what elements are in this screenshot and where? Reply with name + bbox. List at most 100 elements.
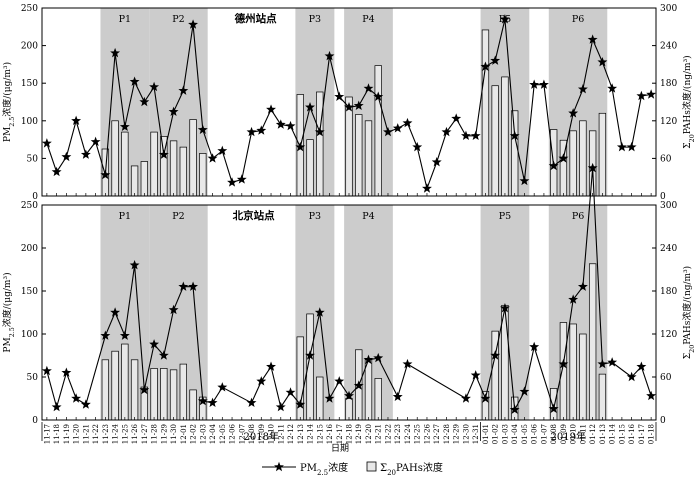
x-tick-label: 11-20 <box>73 424 81 444</box>
pahs-bar <box>491 85 499 197</box>
pm25-point <box>499 14 510 24</box>
pm25-point <box>324 393 335 403</box>
y-tick-left: 0 <box>32 192 38 202</box>
x-tick-label: 01-09 <box>560 424 568 444</box>
y-tick-right: 240 <box>660 244 677 254</box>
pm25-point <box>636 361 647 371</box>
pahs-bar <box>511 110 519 197</box>
x-tick-label: 01-17 <box>638 424 646 444</box>
x-tick-label: 11-24 <box>112 423 120 444</box>
period-label: P6 <box>572 211 584 222</box>
pahs-bar <box>588 263 597 421</box>
pm25-point <box>519 386 530 396</box>
pahs-bar <box>364 120 373 197</box>
x-tick-label: 11-30 <box>170 424 178 444</box>
x-tick-label: 01-05 <box>521 424 529 444</box>
pm25-point <box>558 153 569 163</box>
pm25-point <box>41 365 52 376</box>
y-tick-right: 240 <box>660 42 677 52</box>
station-label: 北京站点 <box>233 209 275 222</box>
pm25-point <box>275 119 286 129</box>
pm25-point <box>490 350 501 360</box>
x-tick-label: 12-10 <box>268 424 276 444</box>
period-label: P4 <box>362 211 374 222</box>
pahs-bar <box>130 359 139 421</box>
x-tick-label: 12-24 <box>404 423 412 444</box>
legend-bar-swatch <box>366 461 377 472</box>
x-tick-label: 01-11 <box>579 424 587 444</box>
pm25-point <box>119 121 130 132</box>
period-label: P2 <box>172 211 184 222</box>
y-tick-left: 200 <box>21 244 38 254</box>
period-label: P6 <box>572 14 584 25</box>
pm25-point <box>246 397 257 408</box>
pm25-point <box>636 90 647 101</box>
pm25-point <box>597 358 608 369</box>
x-tick-label: 11-27 <box>141 424 149 444</box>
x-tick-label: 11-29 <box>160 424 168 444</box>
year-label-2019: 2019年 <box>551 430 586 443</box>
y-tick-right: 60 <box>660 154 672 164</box>
x-tick-label: 01-18 <box>648 424 656 444</box>
y-axis-title-right: Σ20PAHs浓度/(ng/m³) <box>681 266 696 359</box>
pahs-bar <box>150 368 158 421</box>
pm25-point <box>256 376 267 386</box>
x-tick-label: 12-13 <box>297 424 305 444</box>
x-tick-label: 12-05 <box>219 424 227 444</box>
pm25-point <box>188 19 199 29</box>
pm25-point <box>334 376 345 386</box>
pm25-point <box>519 175 530 186</box>
pahs-bar <box>501 304 509 421</box>
pm25-point <box>402 117 413 128</box>
x-tick-label: 12-03 <box>199 424 207 444</box>
pm25-point <box>129 260 140 270</box>
pahs-bar <box>569 130 577 197</box>
pm25-point <box>480 393 491 403</box>
pm25-point <box>227 177 237 187</box>
panel-dezhou: P1P2P3P4P5P6德州站点050100150200250060120180… <box>1 4 696 202</box>
pm25-point <box>646 390 657 401</box>
pm25-point <box>158 350 169 360</box>
pahs-bar <box>189 389 197 421</box>
x-tick-label: 12-01 <box>180 424 188 444</box>
pm25-point <box>344 102 354 112</box>
y-tick-left: 200 <box>21 42 38 52</box>
pm25-point <box>470 130 481 141</box>
pahs-bar <box>160 368 168 421</box>
pm25-point <box>80 399 91 409</box>
y-tick-right: 300 <box>660 4 677 14</box>
pahs-bar <box>316 91 324 197</box>
y-tick-left: 50 <box>27 154 39 164</box>
pahs-bar <box>481 29 490 197</box>
pm25-point <box>285 120 296 131</box>
y-tick-right: 300 <box>660 201 677 211</box>
pm25-point <box>353 380 364 390</box>
x-tick-label: 11-17 <box>43 424 51 444</box>
pm25-point <box>529 341 540 352</box>
pahs-bar <box>121 131 129 197</box>
pm25-point <box>139 384 150 395</box>
pahs-bar <box>130 165 139 197</box>
pahs-bar <box>355 114 363 197</box>
x-tick-label: 12-12 <box>287 424 295 444</box>
pm25-point <box>470 370 481 380</box>
pahs-bar <box>345 398 353 421</box>
period-label: P4 <box>362 14 374 25</box>
pm25-point <box>334 91 345 101</box>
pm25-point <box>344 390 354 401</box>
pm25-point <box>100 330 111 340</box>
pm25-point <box>431 156 442 167</box>
x-tick-label: 12-02 <box>190 424 198 444</box>
pm25-point <box>295 141 306 152</box>
pm25-point <box>392 123 403 133</box>
x-tick-label: 12-07 <box>238 424 246 444</box>
y-axis-title-right: Σ20PAHs浓度/(ng/m³) <box>681 55 696 148</box>
x-tick-label: 11-22 <box>92 424 100 444</box>
x-tick-label: 01-13 <box>599 424 607 444</box>
pm25-point <box>149 81 160 92</box>
pm25-point <box>51 166 62 177</box>
pm25-point <box>246 126 257 137</box>
x-tick-label: 12-29 <box>453 424 461 444</box>
x-tick-label: 12-18 <box>346 424 354 444</box>
pm25-line <box>46 167 652 412</box>
